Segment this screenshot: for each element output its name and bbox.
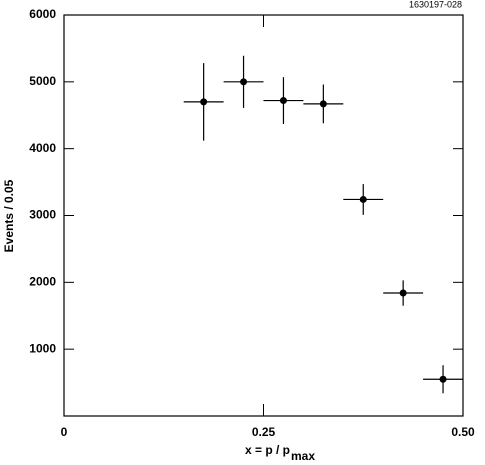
y-tick-label: 1000 [29, 341, 56, 355]
x-tick-label: 0.50 [451, 425, 475, 439]
x-tick-label: 0.25 [252, 425, 276, 439]
data-point [319, 100, 327, 108]
x-tick-label: 0 [61, 425, 68, 439]
x-axis-label: x = p / p [245, 443, 290, 457]
plot-frame [63, 14, 464, 417]
data-point [399, 289, 407, 297]
data-point [279, 97, 287, 105]
y-tick-label: 6000 [29, 7, 56, 21]
y-tick-label: 3000 [29, 208, 56, 222]
y-tick-label: 2000 [29, 275, 56, 289]
x-axis-label-subscript: max [291, 449, 315, 463]
data-point [359, 195, 367, 203]
y-tick-label: 5000 [29, 74, 56, 88]
data-point [200, 98, 208, 106]
data-point [240, 78, 248, 86]
y-tick-label: 4000 [29, 141, 56, 155]
figure-id: 1630197-028 [409, 0, 462, 9]
y-axis-label: Events / 0.05 [2, 179, 16, 252]
data-point [439, 375, 447, 383]
